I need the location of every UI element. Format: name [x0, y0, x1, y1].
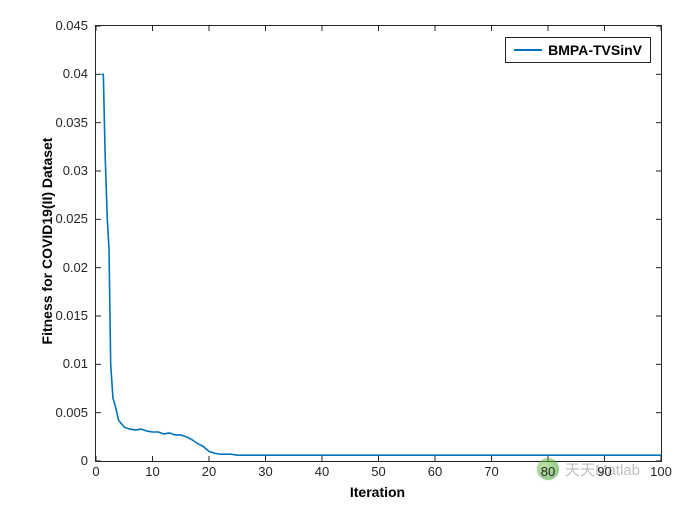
y-tick-label: 0.035	[40, 115, 88, 130]
x-tick-label: 50	[359, 464, 399, 479]
y-tick-label: 0	[40, 453, 88, 468]
y-tick-label: 0.025	[40, 211, 88, 226]
y-tick-label: 0.005	[40, 405, 88, 420]
x-tick-label: 100	[641, 464, 681, 479]
x-tick-label: 30	[246, 464, 286, 479]
x-tick-label: 80	[528, 464, 568, 479]
x-tick-label: 10	[133, 464, 173, 479]
x-tick-label: 60	[415, 464, 455, 479]
x-tick-label: 90	[585, 464, 625, 479]
y-tick-label: 0.04	[40, 66, 88, 81]
legend-swatch	[514, 49, 542, 51]
x-tick-label: 70	[472, 464, 512, 479]
x-axis-label: Iteration	[328, 484, 428, 500]
y-tick-label: 0.03	[40, 163, 88, 178]
y-tick-label: 0.015	[40, 308, 88, 323]
x-tick-label: 40	[302, 464, 342, 479]
x-tick-label: 20	[189, 464, 229, 479]
y-tick-label: 0.045	[40, 18, 88, 33]
y-tick-label: 0.02	[40, 260, 88, 275]
chart-container: Fitness for COVID19(II) Dataset Iteratio…	[0, 0, 700, 525]
legend: BMPA-TVSinV	[505, 37, 651, 63]
y-tick-label: 0.01	[40, 356, 88, 371]
y-axis-label: Fitness for COVID19(II) Dataset	[39, 111, 55, 371]
chart-svg	[95, 25, 662, 462]
legend-label: BMPA-TVSinV	[548, 42, 642, 58]
